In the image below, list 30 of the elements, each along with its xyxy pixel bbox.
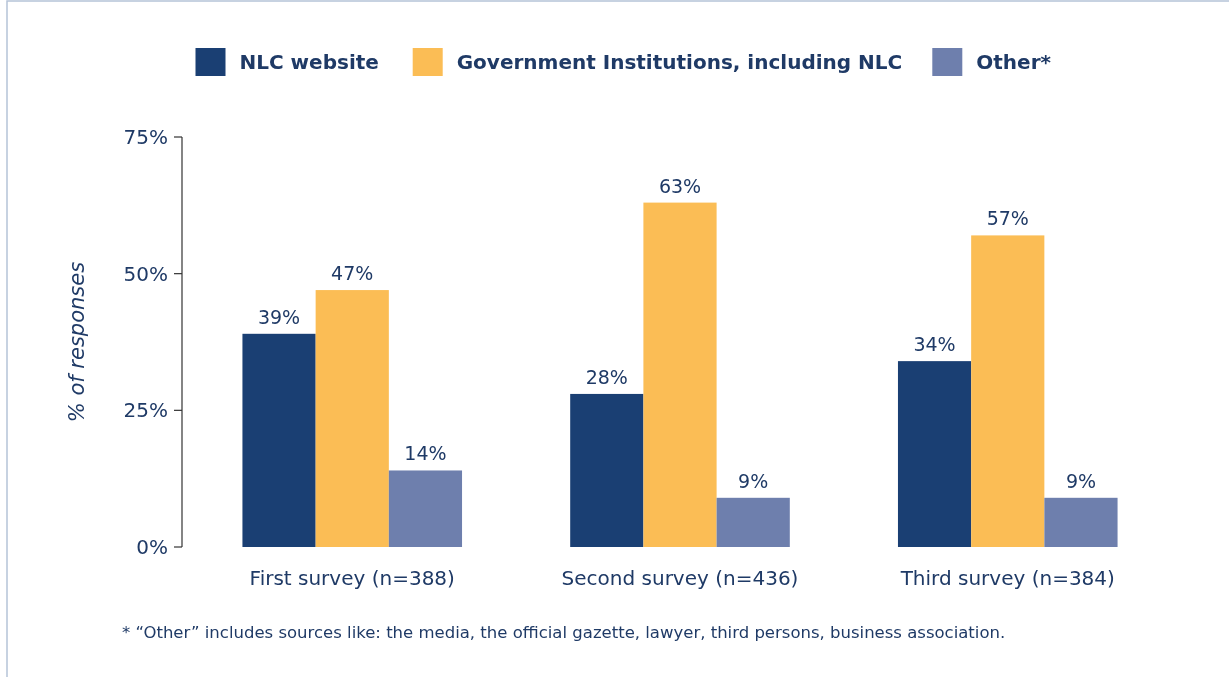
- text: * “Other” includes sources like: the media, the official gazette, lawyer, third persons, business association.: [122, 623, 1006, 642]
- y-tick-label: 75%: [123, 125, 168, 149]
- bar: [570, 393, 644, 547]
- bar: [315, 290, 389, 547]
- text: 9%: [1065, 469, 1097, 492]
- x-tick-label: Third survey (n=384): [899, 566, 1115, 590]
- y-tick-label: 25%: [123, 398, 168, 423]
- text: 14%: [404, 442, 447, 465]
- legend-label: Other*: [976, 50, 1052, 74]
- text: 39%: [257, 305, 301, 328]
- text: 57%: [986, 207, 1029, 230]
- bar: [897, 361, 972, 547]
- text: 9%: [738, 469, 769, 492]
- x-tick-label: First survey (n=388): [249, 566, 455, 590]
- bar: [971, 235, 1045, 547]
- text: 28%: [585, 365, 628, 388]
- y-tick-label: 0%: [136, 535, 168, 559]
- bar: [643, 202, 717, 547]
- bar: [388, 470, 463, 547]
- bar: [242, 333, 316, 547]
- y-tick-label: 50%: [123, 261, 168, 286]
- y-axis-title: % of responses: [65, 261, 89, 423]
- text: 63%: [658, 174, 702, 197]
- legend-label: NLC website: [239, 50, 379, 74]
- text: 47%: [331, 262, 374, 285]
- text: 34%: [913, 333, 956, 356]
- bar: [716, 497, 790, 547]
- bar: [1044, 497, 1118, 547]
- x-tick-label: Second survey (n=436): [561, 566, 799, 590]
- legend-label: Government Institutions, including NLC: [456, 50, 903, 74]
